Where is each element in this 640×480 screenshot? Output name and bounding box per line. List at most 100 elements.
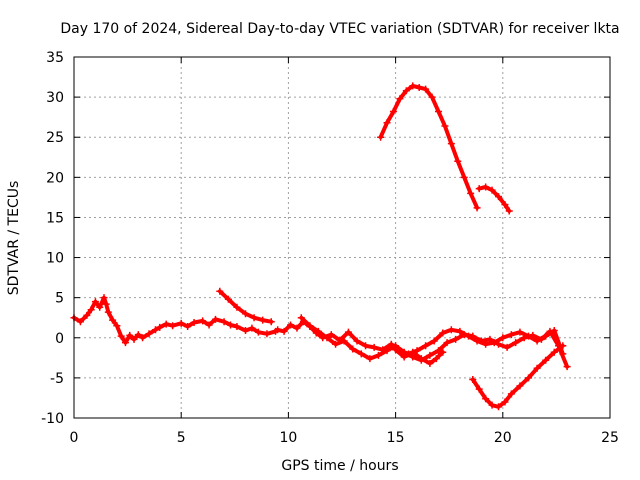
data-point — [426, 351, 434, 359]
data-point — [205, 321, 213, 329]
data-point — [475, 185, 483, 193]
data-point — [495, 403, 503, 411]
data-point — [443, 339, 451, 347]
y-tick-label: -5 — [50, 371, 64, 387]
y-tick-label: 15 — [46, 210, 64, 226]
data-point — [507, 331, 515, 339]
data-point — [314, 327, 322, 335]
data-point — [216, 287, 224, 295]
x-axis-label: GPS time / hours — [281, 458, 398, 474]
data-point — [495, 193, 503, 201]
series-line — [378, 83, 480, 210]
data-point — [454, 157, 462, 165]
data-point — [392, 346, 400, 354]
grid — [74, 57, 610, 418]
series-segment-8 — [392, 346, 447, 367]
data-point — [503, 343, 511, 351]
data-point — [447, 140, 455, 148]
chart-title: Day 170 of 2024, Sidereal Day-to-day VTE… — [60, 21, 619, 37]
data-point — [297, 314, 305, 322]
data-point — [177, 319, 185, 327]
data-point — [452, 335, 460, 343]
data-point — [102, 300, 110, 308]
x-tick-label: 5 — [177, 430, 186, 446]
data-point — [121, 339, 129, 347]
data-point — [353, 337, 361, 345]
data-point — [259, 316, 267, 324]
data-layer — [70, 82, 571, 411]
data-point — [227, 321, 235, 329]
x-tick-label: 0 — [70, 430, 79, 446]
data-point — [396, 95, 404, 103]
y-tick-label: -10 — [41, 411, 64, 427]
data-point — [439, 348, 447, 356]
data-point — [250, 314, 258, 322]
data-point — [370, 343, 378, 351]
data-point — [563, 363, 571, 371]
data-point — [100, 294, 108, 302]
y-tick-label: 35 — [46, 50, 64, 66]
data-point — [402, 87, 410, 95]
data-point — [488, 401, 496, 409]
data-point — [83, 311, 91, 319]
data-point — [460, 331, 468, 339]
series-segment-5 — [377, 82, 481, 212]
data-point — [477, 337, 485, 345]
data-point — [306, 322, 314, 330]
data-point — [488, 186, 496, 194]
data-point — [280, 327, 288, 335]
data-point — [113, 322, 121, 330]
x-tick-label: 10 — [279, 430, 297, 446]
plot-frame — [73, 56, 611, 419]
data-point — [212, 315, 220, 323]
data-point — [469, 375, 477, 383]
data-point — [357, 350, 365, 358]
data-point — [287, 321, 295, 329]
data-point — [233, 323, 241, 331]
data-point — [389, 108, 397, 116]
data-point — [349, 345, 357, 353]
data-point — [323, 334, 331, 342]
series-segment-6 — [475, 183, 513, 215]
y-tick-label: 0 — [55, 331, 64, 347]
data-point — [383, 119, 391, 127]
data-point — [126, 331, 134, 339]
data-point — [248, 324, 256, 332]
data-point — [542, 356, 550, 364]
data-point — [529, 331, 537, 339]
data-point — [267, 318, 275, 326]
data-point — [162, 320, 170, 328]
data-point — [374, 351, 382, 359]
data-point — [332, 340, 340, 348]
data-point — [145, 330, 153, 338]
data-point — [512, 339, 520, 347]
data-point — [434, 108, 442, 116]
data-point — [242, 310, 250, 318]
data-point — [434, 347, 442, 355]
data-point — [432, 355, 440, 363]
data-point — [224, 295, 232, 303]
data-point — [169, 322, 177, 330]
ticks: 0 5 10 15 20 25 -10 -5 0 5 10 15 20 25 30 35 — [41, 50, 619, 446]
data-point — [96, 303, 104, 311]
series-segment-7 — [469, 342, 567, 411]
data-point — [151, 326, 159, 334]
data-point — [383, 347, 391, 355]
data-point — [456, 327, 464, 335]
data-point — [505, 207, 513, 215]
data-point — [293, 324, 301, 332]
data-point — [109, 316, 117, 324]
series-segment-1 — [70, 294, 280, 347]
x-tick-label: 15 — [387, 430, 405, 446]
data-point — [486, 335, 494, 343]
data-point — [117, 332, 125, 340]
x-tick-label: 20 — [494, 430, 512, 446]
data-point — [104, 308, 112, 316]
data-point — [507, 390, 515, 398]
data-point — [263, 330, 271, 338]
data-point — [482, 395, 490, 403]
data-point — [439, 329, 447, 337]
data-point — [546, 327, 554, 335]
data-point — [87, 306, 95, 314]
series-line — [299, 315, 570, 369]
